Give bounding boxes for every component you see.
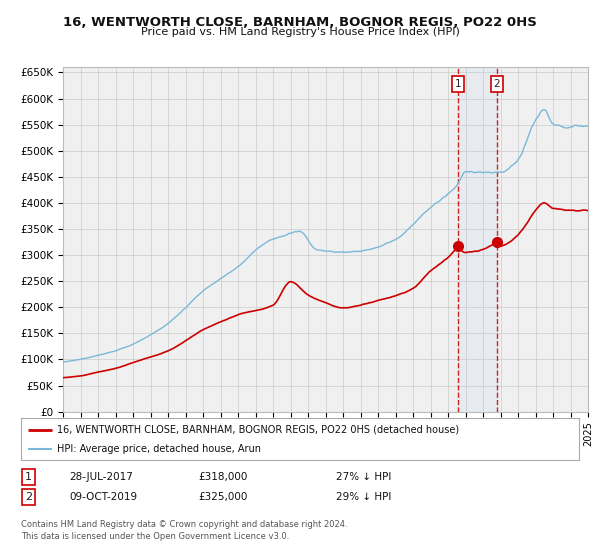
Text: 2: 2 <box>493 79 500 89</box>
Bar <box>458 67 497 412</box>
Text: HPI: Average price, detached house, Arun: HPI: Average price, detached house, Arun <box>57 444 261 454</box>
Text: Contains HM Land Registry data © Crown copyright and database right 2024.: Contains HM Land Registry data © Crown c… <box>21 520 347 529</box>
Text: This data is licensed under the Open Government Licence v3.0.: This data is licensed under the Open Gov… <box>21 532 289 541</box>
Text: 1: 1 <box>455 79 461 89</box>
Text: £318,000: £318,000 <box>198 472 247 482</box>
Text: 2: 2 <box>25 492 32 502</box>
Text: 16, WENTWORTH CLOSE, BARNHAM, BOGNOR REGIS, PO22 0HS: 16, WENTWORTH CLOSE, BARNHAM, BOGNOR REG… <box>63 16 537 29</box>
Text: Price paid vs. HM Land Registry's House Price Index (HPI): Price paid vs. HM Land Registry's House … <box>140 27 460 38</box>
Text: 29% ↓ HPI: 29% ↓ HPI <box>336 492 391 502</box>
Text: £325,000: £325,000 <box>198 492 247 502</box>
Text: 1: 1 <box>25 472 32 482</box>
Text: 09-OCT-2019: 09-OCT-2019 <box>69 492 137 502</box>
Text: 28-JUL-2017: 28-JUL-2017 <box>69 472 133 482</box>
Text: 27% ↓ HPI: 27% ↓ HPI <box>336 472 391 482</box>
Text: 16, WENTWORTH CLOSE, BARNHAM, BOGNOR REGIS, PO22 0HS (detached house): 16, WENTWORTH CLOSE, BARNHAM, BOGNOR REG… <box>57 424 460 435</box>
